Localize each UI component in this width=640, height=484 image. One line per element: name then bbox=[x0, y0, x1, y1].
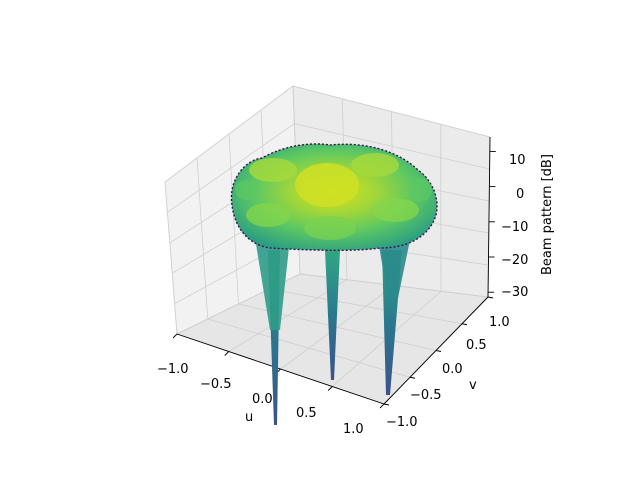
x-tick-label: 1.0 bbox=[343, 422, 364, 437]
sidelobe-4 bbox=[371, 198, 419, 222]
mainlobe bbox=[295, 163, 359, 207]
y-tick bbox=[462, 324, 467, 325]
x-axis-label: u bbox=[245, 410, 253, 425]
y-tick-label: −1.0 bbox=[386, 415, 418, 430]
y-tick bbox=[384, 404, 389, 405]
y-tick bbox=[436, 351, 441, 352]
sidelobe-5 bbox=[304, 216, 356, 240]
z-tick-label: 10 bbox=[509, 153, 526, 168]
y-tick-label: 0.5 bbox=[466, 338, 487, 353]
z-tick-label: −20 bbox=[501, 253, 528, 268]
z-tick-label: 0 bbox=[516, 187, 524, 202]
x-tick-label: 0.0 bbox=[252, 392, 273, 407]
x-tick-label: −0.5 bbox=[200, 377, 232, 392]
x-tick bbox=[380, 404, 384, 408]
sidelobe-1 bbox=[249, 158, 297, 182]
sidelobe-6 bbox=[235, 180, 259, 200]
sidelobe-3 bbox=[246, 203, 290, 227]
z-axis-label: Beam pattern [dB] bbox=[540, 154, 555, 275]
sidelobe-7 bbox=[408, 178, 432, 202]
z-tick-label: −10 bbox=[501, 220, 528, 235]
y-tick-label: 1.0 bbox=[489, 315, 510, 330]
sidelobe-2 bbox=[351, 153, 399, 177]
x-tick bbox=[328, 387, 332, 391]
x-tick bbox=[225, 352, 229, 356]
z-tick-labels: −30 −20 −10 0 10 bbox=[501, 153, 528, 300]
x-tick bbox=[173, 334, 177, 338]
y-tick-label: 0.0 bbox=[442, 362, 463, 377]
y-tick bbox=[410, 377, 415, 378]
x-tick-label: −1.0 bbox=[157, 362, 189, 377]
y-tick-label: −0.5 bbox=[410, 388, 442, 403]
x-tick-label: 0.5 bbox=[296, 406, 317, 421]
z-tick-label: −30 bbox=[501, 285, 528, 300]
y-axis-label: v bbox=[469, 378, 477, 393]
y-tick bbox=[488, 297, 493, 298]
